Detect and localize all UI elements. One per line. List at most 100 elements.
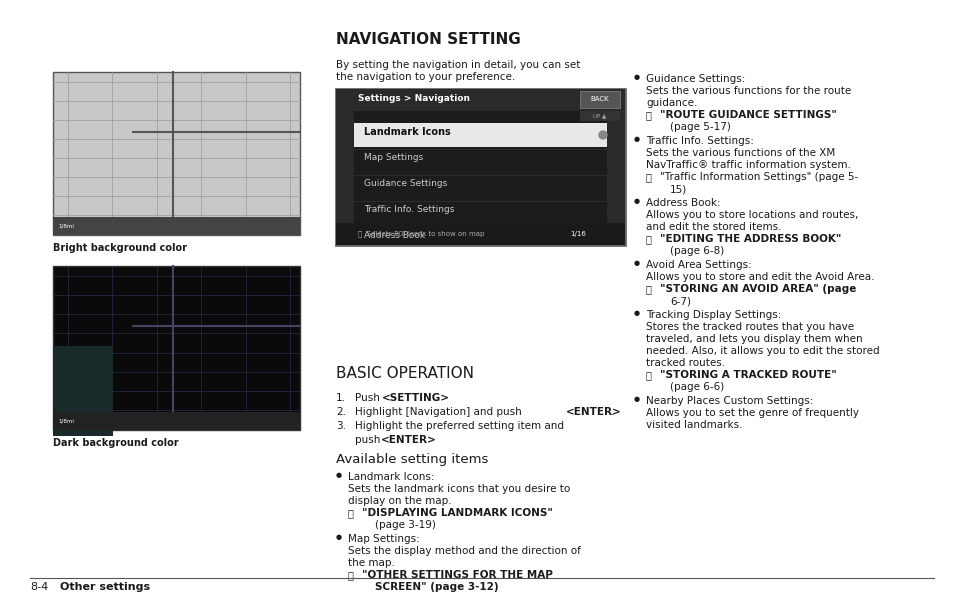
Text: ●: ● [634, 74, 639, 80]
Text: (page 6-8): (page 6-8) [669, 246, 723, 256]
Text: Tracking Display Settings:: Tracking Display Settings: [645, 310, 781, 320]
Bar [53, 72, 299, 235]
Bar [53, 266, 299, 430]
Text: (page 5-17): (page 5-17) [669, 122, 730, 132]
Text: BASIC OPERATION: BASIC OPERATION [335, 366, 474, 381]
Text: Traffic Info. Settings:: Traffic Info. Settings: [645, 136, 753, 146]
Bar [335, 89, 354, 245]
Text: ●: ● [335, 472, 342, 478]
Text: Address Book: Address Book [364, 231, 425, 240]
Bar [354, 123, 606, 147]
Text: the map.: the map. [348, 558, 395, 568]
Text: Allows you to store locations and routes,: Allows you to store locations and routes… [645, 210, 858, 220]
Text: Sets the landmark icons that you desire to: Sets the landmark icons that you desire … [348, 484, 570, 494]
Text: guidance.: guidance. [645, 98, 697, 108]
Text: ●: ● [634, 198, 639, 204]
Text: Settings > Navigation: Settings > Navigation [357, 94, 470, 103]
Text: :  [645, 110, 651, 120]
Text: <ENTER>: <ENTER> [565, 407, 621, 417]
Text: :  [645, 370, 651, 380]
Text: Traffic Info. Settings: Traffic Info. Settings [364, 205, 454, 214]
Text: :  [645, 284, 651, 294]
Text: visited landmarks.: visited landmarks. [645, 420, 741, 430]
Text: "DISPLAYING LANDMARK ICONS": "DISPLAYING LANDMARK ICONS" [361, 508, 553, 518]
Bar [335, 89, 624, 111]
Text: and edit the stored items.: and edit the stored items. [645, 222, 781, 232]
Text: :  [645, 234, 651, 244]
Text: "STORING A TRACKED ROUTE": "STORING A TRACKED ROUTE" [659, 370, 836, 380]
Text: 1.: 1. [335, 393, 346, 403]
Text: (page 3-19): (page 3-19) [375, 520, 436, 530]
Text: :  [348, 570, 354, 580]
Text: "STORING AN AVOID AREA" (page: "STORING AN AVOID AREA" (page [659, 284, 856, 294]
Text: Highlight [Navigation] and push: Highlight [Navigation] and push [355, 407, 524, 417]
Text: <ENTER>: <ENTER> [380, 435, 436, 445]
Text: ●: ● [634, 310, 639, 316]
Text: tracked routes.: tracked routes. [645, 358, 724, 368]
Text: Landmark Icons: Landmark Icons [364, 127, 450, 137]
Text: 1/16: 1/16 [569, 231, 585, 237]
Text: Map Settings: Map Settings [364, 153, 423, 162]
Text: needed. Also, it allows you to edit the stored: needed. Also, it allows you to edit the … [645, 346, 879, 356]
Text: ●: ● [634, 260, 639, 266]
Bar [606, 89, 624, 245]
Text: traveled, and lets you display them when: traveled, and lets you display them when [645, 334, 862, 344]
Text: 15): 15) [669, 184, 686, 194]
Bar [53, 412, 299, 430]
Text: 2.: 2. [335, 407, 346, 417]
Text: Map Settings:: Map Settings: [348, 534, 419, 544]
Text: Sets the display method and the direction of: Sets the display method and the directio… [348, 546, 580, 556]
Text: Address Book:: Address Book: [645, 198, 720, 208]
Text: Other settings: Other settings [60, 582, 150, 592]
Text: :  [645, 172, 651, 182]
Text: 1/8mi: 1/8mi [58, 224, 73, 229]
Text: 1/8mi: 1/8mi [58, 418, 73, 424]
Text: Guidance Settings: Guidance Settings [364, 179, 447, 188]
Text: NAVIGATION SETTING: NAVIGATION SETTING [335, 32, 520, 47]
Text: UP ▲: UP ▲ [593, 114, 606, 119]
Text: Stores the tracked routes that you have: Stores the tracked routes that you have [645, 322, 853, 332]
Text: Sets the various functions for the route: Sets the various functions for the route [645, 86, 850, 96]
Text: Available setting items: Available setting items [335, 453, 488, 466]
Text: Push: Push [355, 393, 383, 403]
Text: ⓘ  Selects POI icons to show on map: ⓘ Selects POI icons to show on map [357, 230, 484, 237]
Text: ●: ● [634, 136, 639, 142]
Text: Sets the various functions of the XM: Sets the various functions of the XM [645, 148, 835, 158]
Text: Guidance Settings:: Guidance Settings: [645, 74, 744, 84]
Text: (page 6-6): (page 6-6) [669, 382, 723, 392]
Text: Avoid Area Settings:: Avoid Area Settings: [645, 260, 751, 270]
Text: Landmark Icons:: Landmark Icons: [348, 472, 434, 482]
Text: .: . [423, 435, 427, 445]
Text: :  [348, 508, 354, 518]
Text: 8-4: 8-4 [30, 582, 49, 592]
Text: ●: ● [634, 396, 639, 402]
Text: ●: ● [335, 534, 342, 540]
Text: 6-7): 6-7) [669, 296, 690, 306]
Text: "EDITING THE ADDRESS BOOK": "EDITING THE ADDRESS BOOK" [659, 234, 841, 244]
Bar [53, 346, 112, 436]
Text: the navigation to your preference.: the navigation to your preference. [335, 72, 515, 82]
Text: By setting the navigation in detail, you can set: By setting the navigation in detail, you… [335, 60, 579, 70]
Text: BACK: BACK [590, 96, 609, 102]
Bar [335, 89, 624, 245]
Bar [579, 91, 619, 108]
Text: <SETTING>: <SETTING> [381, 393, 450, 403]
Text: Bright background color: Bright background color [53, 243, 187, 253]
Text: "ROUTE GUIDANCE SETTINGS": "ROUTE GUIDANCE SETTINGS" [659, 110, 836, 120]
Text: "OTHER SETTINGS FOR THE MAP: "OTHER SETTINGS FOR THE MAP [361, 570, 553, 580]
Bar [335, 223, 624, 245]
Text: .: . [610, 407, 614, 417]
Text: NavTraffic® traffic information system.: NavTraffic® traffic information system. [645, 160, 850, 170]
Text: Nearby Places Custom Settings:: Nearby Places Custom Settings: [645, 396, 813, 406]
Text: Highlight the preferred setting item and: Highlight the preferred setting item and [355, 421, 563, 431]
Text: Allows you to set the genre of frequently: Allows you to set the genre of frequentl… [645, 408, 858, 418]
Text: "Traffic Information Settings" (page 5-: "Traffic Information Settings" (page 5- [659, 172, 858, 182]
Text: push: push [355, 435, 383, 445]
Bar [579, 111, 619, 121]
Bar [53, 217, 299, 235]
Text: Dark background color: Dark background color [53, 438, 178, 448]
Text: .: . [433, 393, 436, 403]
Text: display on the map.: display on the map. [348, 496, 451, 506]
Text: SCREEN" (page 3-12): SCREEN" (page 3-12) [375, 582, 498, 592]
Circle shape [598, 131, 606, 139]
